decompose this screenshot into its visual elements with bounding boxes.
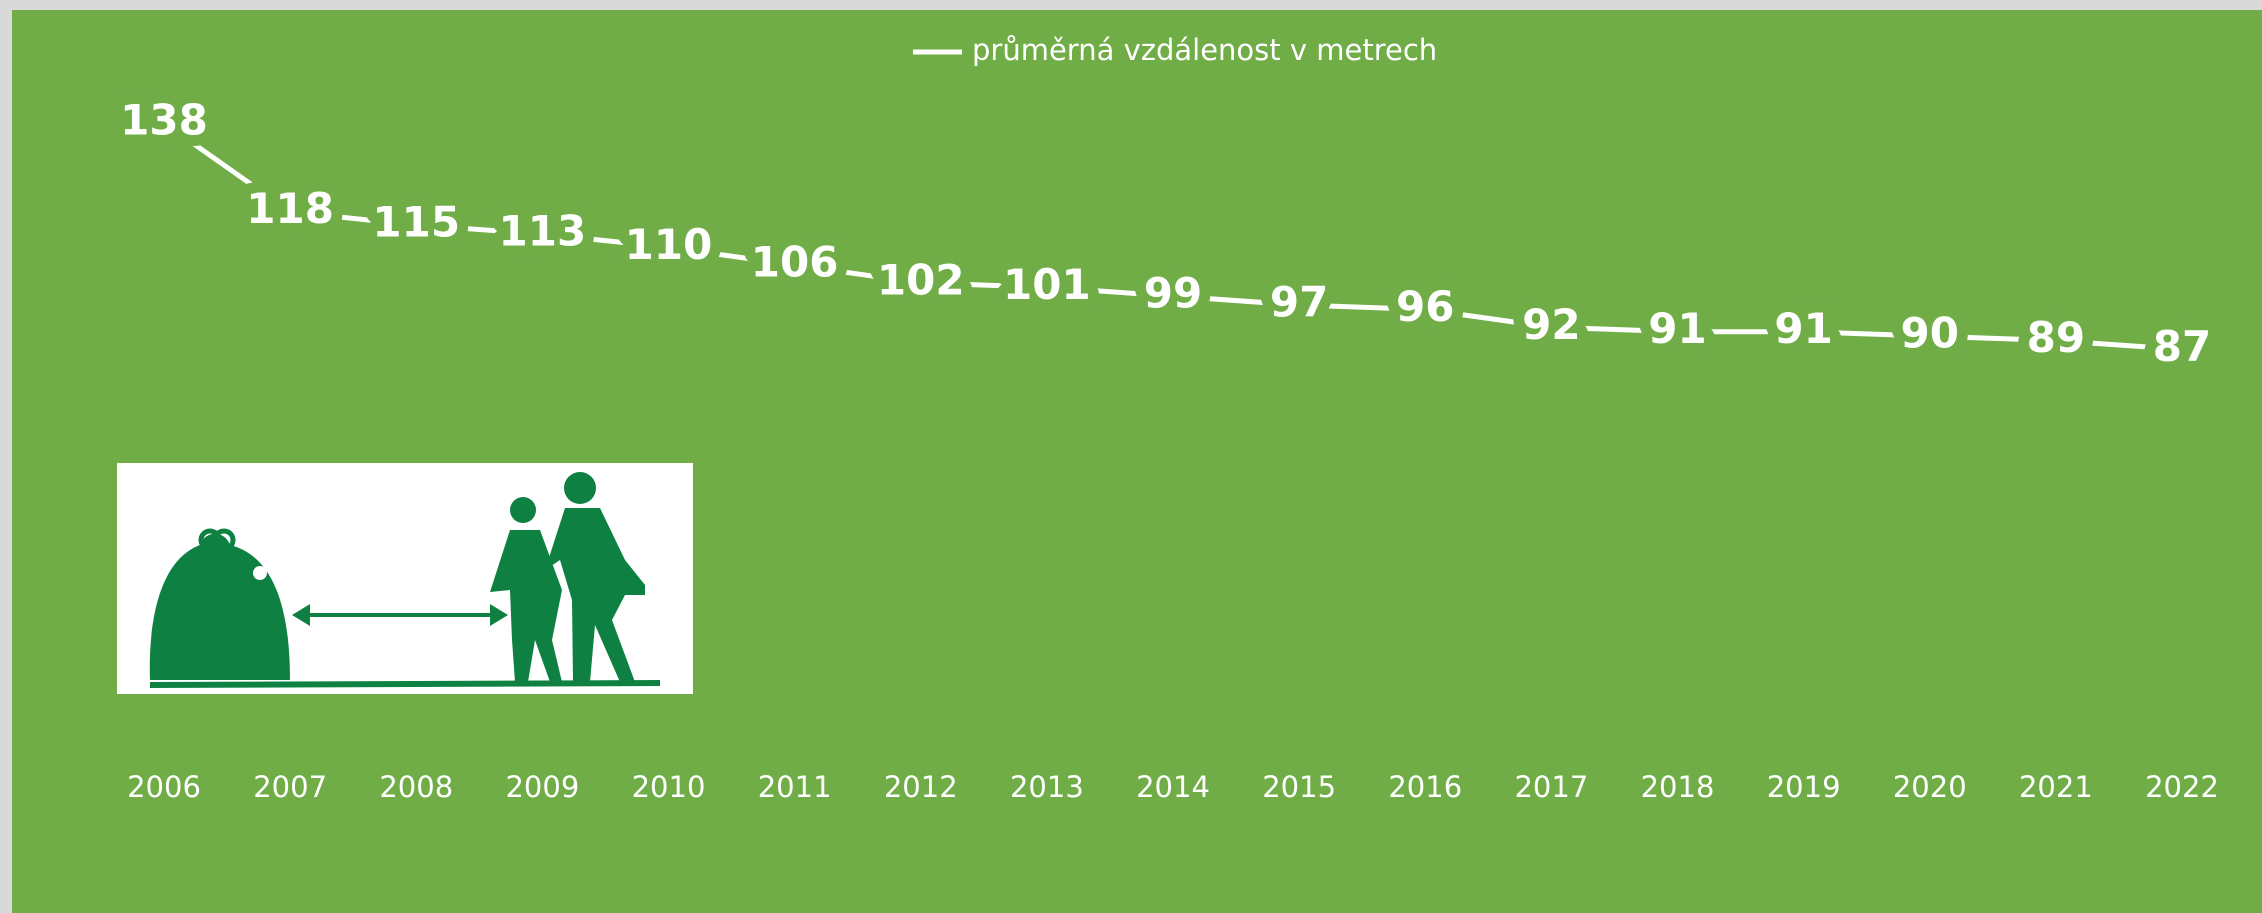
legend-label: průměrná vzdálenost v metrech bbox=[972, 33, 1437, 67]
data-label: 110 bbox=[625, 220, 713, 269]
data-label: 91 bbox=[1774, 304, 1832, 353]
series-line bbox=[162, 120, 2183, 352]
data-label: 89 bbox=[2027, 313, 2085, 362]
x-tick-label: 2019 bbox=[1767, 770, 1841, 804]
x-tick-label: 2008 bbox=[379, 770, 453, 804]
x-tick-label: 2018 bbox=[1641, 770, 1715, 804]
x-tick-label: 2021 bbox=[2019, 770, 2093, 804]
data-label: 96 bbox=[1396, 282, 1454, 331]
x-tick-label: 2013 bbox=[1010, 770, 1084, 804]
x-tick-label: 2016 bbox=[1388, 770, 1462, 804]
data-label: 113 bbox=[499, 206, 587, 255]
x-tick-label: 2020 bbox=[1893, 770, 1967, 804]
data-label: 91 bbox=[1648, 304, 1706, 353]
x-tick-label: 2010 bbox=[632, 770, 706, 804]
data-label: 101 bbox=[1003, 260, 1091, 309]
x-tick-label: 2007 bbox=[253, 770, 327, 804]
data-label: 87 bbox=[2153, 322, 2211, 371]
x-tick-label: 2022 bbox=[2145, 770, 2219, 804]
x-tick-label: 2015 bbox=[1262, 770, 1336, 804]
data-label: 106 bbox=[751, 238, 839, 287]
illustration bbox=[117, 463, 693, 694]
data-label: 92 bbox=[1522, 300, 1580, 349]
x-tick-label: 2011 bbox=[758, 770, 832, 804]
data-label: 90 bbox=[1901, 309, 1959, 358]
data-label: 118 bbox=[246, 184, 334, 233]
x-tick-label: 2014 bbox=[1136, 770, 1210, 804]
data-label: 138 bbox=[120, 95, 208, 144]
plot-background bbox=[12, 10, 2262, 913]
data-label: 102 bbox=[877, 255, 965, 304]
data-label: 97 bbox=[1270, 278, 1328, 327]
x-tick-label: 2012 bbox=[884, 770, 958, 804]
data-label: 115 bbox=[372, 198, 460, 247]
x-tick-label: 2009 bbox=[505, 770, 579, 804]
data-label: 99 bbox=[1144, 269, 1202, 318]
x-tick-label: 2006 bbox=[127, 770, 201, 804]
x-tick-label: 2017 bbox=[1514, 770, 1588, 804]
